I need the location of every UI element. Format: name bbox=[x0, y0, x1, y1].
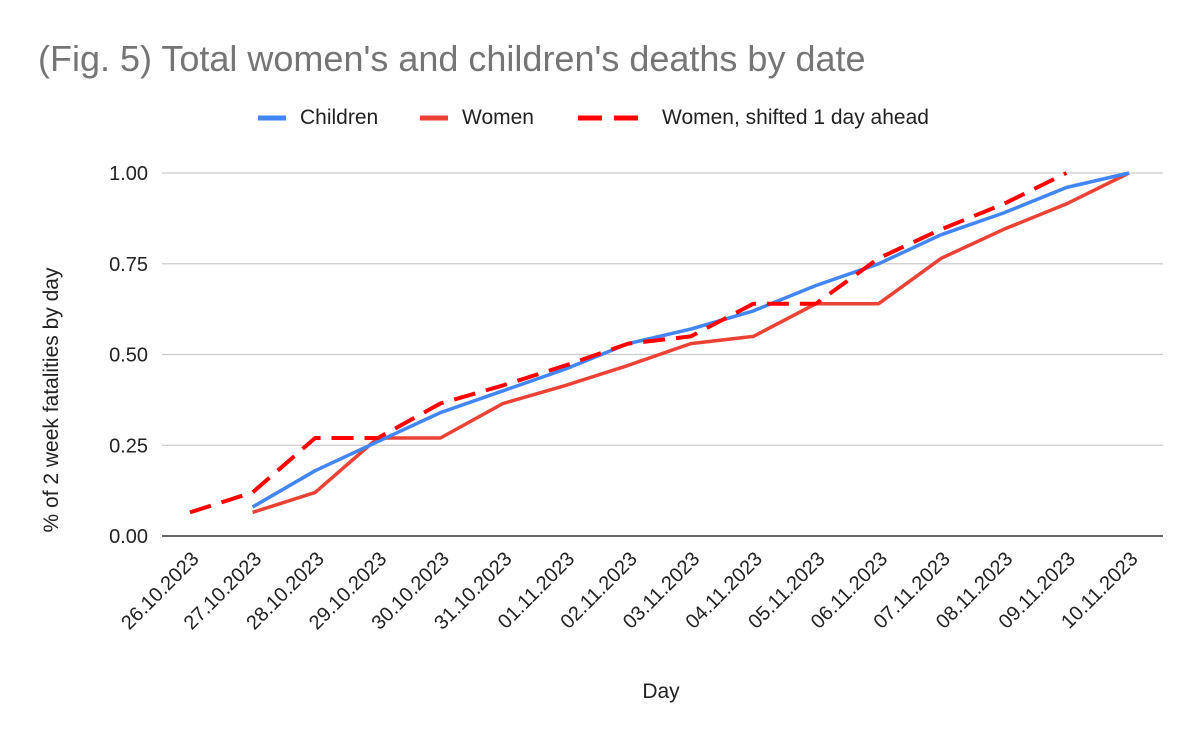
legend-label-children: Children bbox=[300, 106, 379, 129]
legend-item-women: Women bbox=[420, 104, 534, 132]
y-tick-label: 0.00 bbox=[109, 526, 148, 548]
series-line-children bbox=[251, 171, 1130, 509]
x-axis-label: Day bbox=[642, 680, 680, 703]
legend-item-women-shifted: Women, shifted 1 day ahead bbox=[578, 104, 929, 132]
chart-legend: Children Women Women, shifted 1 day ahea… bbox=[0, 104, 1200, 132]
y-tick-label: 0.25 bbox=[109, 435, 148, 457]
y-axis-ticks: 0.00 0.25 0.50 0.75 1.00 bbox=[109, 163, 148, 548]
series-line-women bbox=[252, 171, 1130, 515]
y-axis-label: % of 2 week fatalities by day bbox=[40, 267, 63, 532]
y-tick-label: 0.75 bbox=[109, 254, 148, 276]
chart-title: (Fig. 5) Total women's and children's de… bbox=[38, 38, 866, 79]
series-lines bbox=[189, 171, 1130, 515]
legend-item-children: Children bbox=[258, 104, 378, 132]
legend-swatch-children bbox=[258, 115, 286, 121]
y-tick-label: 1.00 bbox=[109, 163, 148, 185]
x-axis-ticks: 26.10.202327.10.202328.10.202329.10.2023… bbox=[117, 548, 1142, 634]
legend-label-women-shifted: Women, shifted 1 day ahead bbox=[662, 106, 929, 129]
legend-swatch-women bbox=[420, 115, 448, 121]
legend-swatch-women-shifted bbox=[578, 115, 648, 121]
series-line-women-shifted-1-day-ahead bbox=[189, 171, 1068, 515]
y-tick-label: 0.50 bbox=[109, 345, 148, 367]
legend-label-women: Women bbox=[462, 106, 534, 129]
